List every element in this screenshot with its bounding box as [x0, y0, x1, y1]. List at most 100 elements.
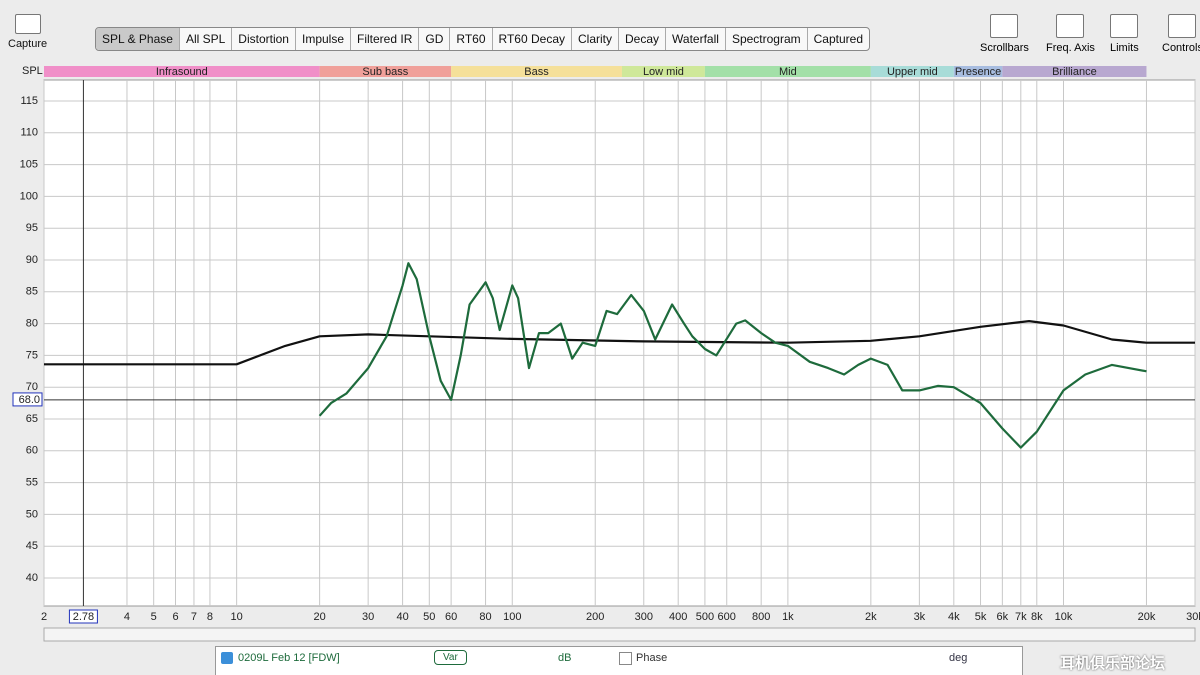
band-label: Infrasound — [156, 66, 208, 78]
phase-unit: deg — [949, 652, 968, 664]
x-tick-label: 80 — [479, 611, 491, 623]
x-tick-label: 4 — [124, 611, 130, 623]
tab[interactable]: Spectrogram — [726, 28, 808, 50]
x-tick-label: 200 — [586, 611, 604, 623]
tab[interactable]: Impulse — [296, 28, 352, 50]
x-tick-label: 100 — [503, 611, 521, 623]
y-axis-label: SPL — [22, 65, 43, 77]
y-tick-label: 85 — [26, 286, 38, 298]
x-tick-label: 2 — [41, 611, 47, 623]
y-tick-label: 115 — [20, 95, 38, 107]
band — [1002, 66, 1147, 77]
x-tick-label: 60 — [445, 611, 457, 623]
tab[interactable]: Clarity — [572, 28, 620, 50]
x-tick-label: 20 — [313, 611, 325, 623]
x-tick-label: 400 — [669, 611, 687, 623]
x-tick-label: 2k — [865, 611, 877, 623]
legend-panel: 0209L Feb 12 [FDW] Var dB Phase deg — [215, 646, 1023, 675]
tab[interactable]: Waterfall — [666, 28, 726, 50]
tab[interactable]: Filtered IR — [351, 28, 420, 50]
scrollbar — [43, 627, 1196, 642]
smoothing-button[interactable]: Var — [434, 650, 467, 665]
x-tick-label: 5 — [151, 611, 157, 623]
tool-label: Limits — [1110, 42, 1139, 54]
band — [870, 66, 954, 77]
tab[interactable]: RT60 — [450, 28, 493, 50]
tab[interactable]: Decay — [619, 28, 667, 50]
y-tick-label: 55 — [26, 477, 38, 489]
band — [953, 66, 1003, 77]
capture-button[interactable]: Capture — [8, 14, 47, 50]
band — [451, 66, 622, 77]
band-label: Presence — [955, 66, 1001, 78]
y-tick-label: 110 — [20, 127, 38, 139]
x-tick-label: 40 — [396, 611, 408, 623]
x-tick-label: 800 — [752, 611, 770, 623]
x-tick-label: 5k — [975, 611, 987, 623]
tool-button[interactable]: Scrollbars — [980, 14, 1029, 54]
tab[interactable]: SPL & Phase — [96, 28, 180, 50]
band — [319, 66, 452, 77]
legend-name: 0209L Feb 12 [FDW] — [238, 652, 340, 664]
tool-icon — [990, 14, 1019, 38]
y-tick-label: 105 — [20, 158, 38, 170]
y-tick-label: 60 — [26, 445, 38, 457]
band — [704, 66, 871, 77]
series-line — [44, 320, 1195, 366]
x-tick-label: 3k — [914, 611, 926, 623]
tool-label: Freq. Axis — [1046, 42, 1095, 54]
band — [621, 66, 705, 77]
x-tick-label: 500 — [696, 611, 714, 623]
x-tick-label: 30k — [1186, 611, 1200, 623]
tool-button[interactable]: Limits — [1110, 14, 1139, 54]
x-tick-label: 20k — [1138, 611, 1156, 623]
watermark: 耳机俱乐部论坛 — [1060, 655, 1166, 672]
cursor-box — [12, 392, 43, 407]
y-tick-label: 100 — [20, 190, 38, 202]
band — [44, 66, 320, 77]
series-line — [318, 262, 1147, 449]
x-tick-label: 7k — [1015, 611, 1027, 623]
checkbox[interactable] — [221, 652, 233, 664]
x-tick-label: 4k — [948, 611, 960, 623]
band-label: Mid — [779, 66, 797, 78]
tool-button[interactable]: Freq. Axis — [1046, 14, 1095, 54]
y-tick-label: 80 — [26, 318, 38, 330]
y-tick-label: 90 — [26, 254, 38, 266]
band-label: Bass — [524, 66, 549, 78]
band-label: Brilliance — [1052, 66, 1097, 78]
tool-icon — [1168, 14, 1197, 38]
band-label: Upper mid — [887, 66, 938, 78]
tab[interactable]: GD — [419, 28, 451, 50]
x-tick-label: 50 — [423, 611, 435, 623]
phase-checkbox[interactable] — [619, 652, 632, 665]
y-tick-label: 40 — [26, 572, 38, 584]
tool-button[interactable]: Controls — [1162, 14, 1200, 54]
tab[interactable]: RT60 Decay — [493, 28, 572, 50]
x-tick-label: 8 — [207, 611, 213, 623]
x-tick-label: 1k — [782, 611, 794, 623]
x-tick-label: 7 — [191, 611, 197, 623]
tool-icon — [1110, 14, 1139, 38]
tab-bar: SPL & Phase All SPL Distortion Impulse Filte… — [95, 27, 871, 51]
y-tick-label: 70 — [26, 381, 38, 393]
phase-label: Phase — [636, 652, 668, 664]
unit-label: dB — [558, 652, 572, 664]
x-tick-label: 600 — [718, 611, 736, 623]
tab[interactable]: Distortion — [232, 28, 296, 50]
y-tick-label: 75 — [26, 349, 38, 361]
y-tick-label: 50 — [26, 508, 38, 520]
x-tick-label: 6k — [997, 611, 1009, 623]
cursor-box — [68, 609, 98, 624]
tool-label: Controls — [1162, 42, 1200, 54]
x-tick-label: 10k — [1055, 611, 1073, 623]
x-tick-label: 8k — [1031, 611, 1043, 623]
y-tick-label: 45 — [26, 540, 38, 552]
tab[interactable]: Captured — [813, 32, 864, 46]
band-label: Low mid — [643, 66, 684, 78]
tool-label: Scrollbars — [980, 42, 1029, 54]
tab[interactable]: All SPL — [180, 28, 233, 50]
y-tick-label: 95 — [26, 222, 38, 234]
